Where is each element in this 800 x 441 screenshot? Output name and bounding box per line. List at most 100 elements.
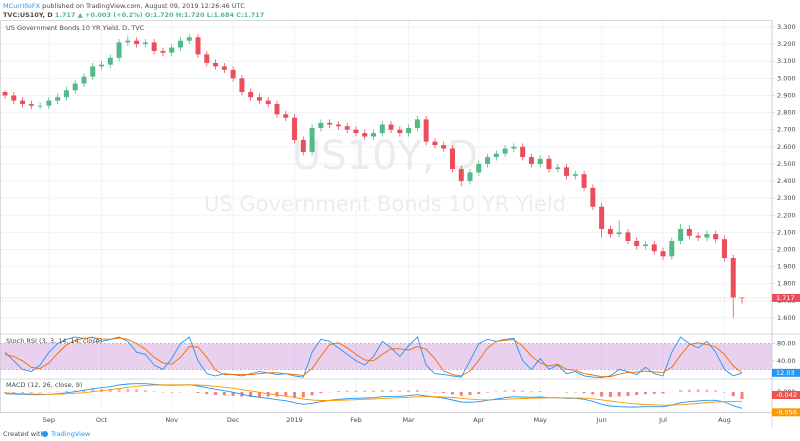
histogram-bar: [626, 392, 630, 396]
histogram-bar: [117, 388, 121, 392]
y-tick-label: 1.900: [777, 263, 796, 271]
candle-body: [520, 146, 526, 158]
candle-body: [511, 146, 517, 149]
pane-title: Stoch RSI (3, 3, 14, 14, close): [6, 337, 102, 345]
histogram-bar: [293, 392, 297, 398]
candle-body: [55, 97, 61, 101]
candle-body: [353, 129, 359, 134]
candle-body: [669, 240, 675, 257]
candle-body: [441, 145, 447, 149]
histogram-bar: [617, 392, 621, 397]
candle-body: [572, 174, 578, 176]
histogram-bar: [257, 392, 261, 397]
candle-body: [493, 153, 499, 158]
pane-title: MACD (12, 26, close, 9): [6, 381, 82, 389]
histogram-bar: [64, 391, 68, 392]
y-tick-label: 3.000: [777, 74, 796, 82]
histogram-bar: [108, 389, 112, 392]
histogram-bar: [679, 390, 683, 392]
histogram-bar: [529, 391, 533, 392]
candle-body: [432, 141, 438, 146]
band: [0, 343, 772, 370]
candle-body: [564, 167, 570, 176]
histogram-bar: [731, 392, 735, 397]
y-tick-label: 2.200: [777, 211, 796, 219]
histogram-bar: [152, 391, 156, 392]
author[interactable]: MCurrilloFX: [3, 2, 41, 10]
histogram-bar: [21, 392, 25, 393]
histogram-bar: [450, 392, 454, 395]
histogram-bar: [91, 389, 95, 392]
candle-body: [230, 69, 236, 79]
value-box: [772, 408, 800, 417]
histogram-bar: [275, 392, 279, 397]
candle-body: [362, 133, 368, 137]
candle-body: [730, 258, 736, 298]
logo: [42, 431, 48, 437]
candle-body: [660, 251, 666, 257]
histogram-bar: [363, 390, 367, 392]
histogram-bar: [415, 389, 419, 392]
histogram-bar: [389, 390, 393, 392]
x-tick-label: Jun: [596, 416, 607, 424]
candle-body: [160, 50, 166, 53]
histogram-bar: [205, 392, 209, 395]
histogram-bar: [521, 390, 525, 392]
candle-body: [634, 240, 640, 247]
histogram-bar: [503, 390, 507, 392]
candle-body: [625, 232, 631, 241]
histogram-bar: [214, 392, 218, 395]
candle-body: [256, 97, 262, 101]
candle-body: [406, 127, 412, 134]
candle-body: [485, 157, 491, 164]
footer-brand[interactable]: TradingView: [50, 430, 91, 438]
candle-body: [414, 119, 420, 128]
watermark: US10Y, D: [292, 133, 478, 179]
histogram-bar: [608, 392, 612, 397]
candle-body: [704, 234, 710, 238]
y-tick-label: 2.500: [777, 160, 796, 168]
histogram-bar: [591, 392, 595, 395]
candle-body: [300, 139, 306, 152]
y-tick-label: 2.700: [777, 126, 796, 134]
y-tick-label: 2.600: [777, 143, 796, 151]
candle-body: [239, 78, 245, 93]
candle-body: [642, 244, 648, 247]
histogram-bar: [310, 392, 314, 396]
histogram-bar: [345, 390, 349, 392]
candle-body: [274, 104, 280, 115]
candle-body: [467, 172, 473, 182]
candle-body: [555, 167, 561, 170]
quote: 1.717 ▲ +0.003 (+0.2%): [55, 11, 143, 19]
histogram-bar: [705, 389, 709, 392]
candle-body: [476, 163, 482, 173]
plot: [0, 33, 772, 409]
histogram-bar: [459, 392, 463, 396]
candle-body: [335, 124, 341, 127]
histogram-bar: [486, 392, 490, 393]
histogram-bar: [714, 390, 718, 392]
histogram-bar: [12, 392, 16, 393]
candle-body: [327, 122, 333, 125]
value-label: 12.03: [776, 369, 795, 377]
watermark: US Government Bonds 10 YR Yield: [204, 192, 566, 216]
candle-body: [134, 40, 140, 45]
histogram-bar: [600, 392, 604, 397]
y-tick-label: 1.800: [777, 280, 796, 288]
published: published on TradingView.com, August 09,…: [42, 2, 245, 10]
histogram-bar: [73, 390, 77, 392]
candle-body: [81, 76, 87, 84]
histogram-bar: [231, 392, 235, 396]
histogram-bar: [661, 392, 665, 394]
histogram-bar: [284, 392, 288, 397]
histogram-bar: [424, 391, 428, 392]
x-tick-label: Jul: [658, 416, 667, 424]
candle-body: [713, 234, 719, 240]
candle-body: [265, 100, 271, 105]
pane-title: US Government Bonds 10 YR Yield, D, TVC: [6, 24, 145, 32]
candle-body: [46, 100, 52, 106]
candle-body: [221, 66, 227, 70]
candle-body: [292, 117, 298, 140]
header-line: TVC:US10Y, D 1.717 ▲ +0.003 (+0.2%) O:1.…: [3, 11, 264, 19]
